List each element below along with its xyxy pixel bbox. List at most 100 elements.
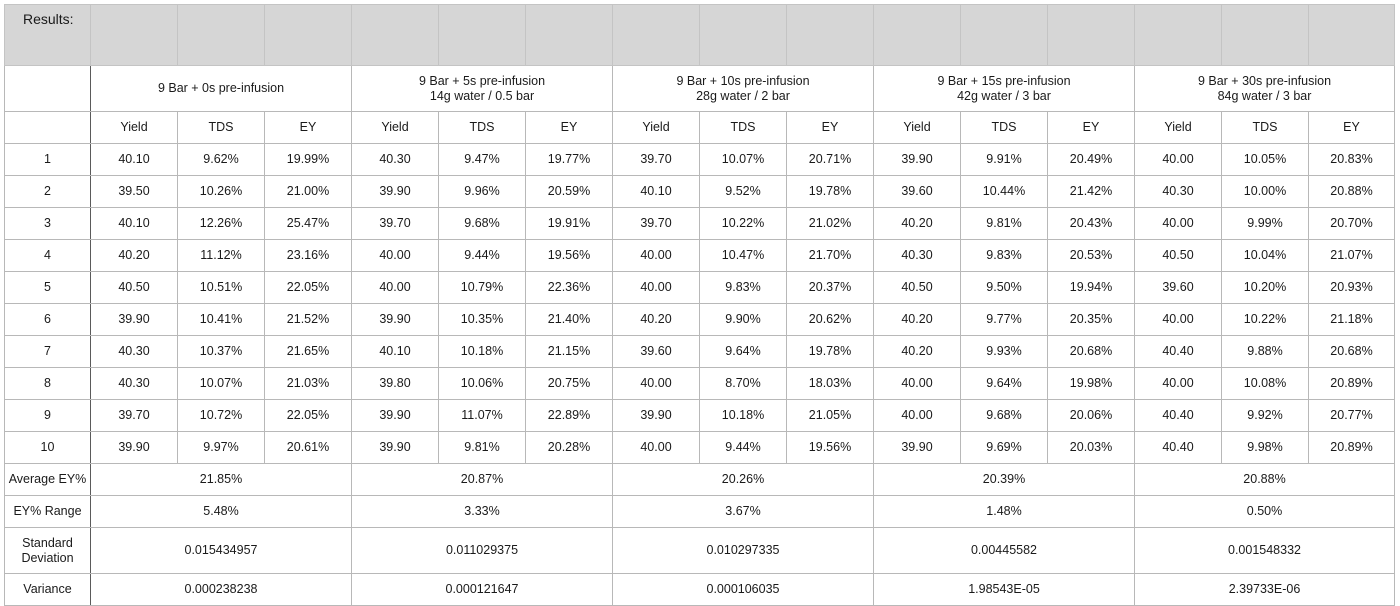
group-header: 9 Bar + 30s pre-infusion 84g water / 3 ba… xyxy=(1134,65,1395,112)
column-header-row: Yield TDS EY Yield TDS EY Yield TDS EY Yield TDS EY… xyxy=(4,111,1395,144)
data-cell: 9.93% xyxy=(960,335,1048,368)
table-row: 10 39.90 9.97% 20.61% 39.90 9.81% 20.28% 40.00 9… xyxy=(4,431,1395,464)
data-cell: 10.26% xyxy=(177,175,265,208)
data-cell: 39.90 xyxy=(873,431,961,464)
column-header: Yield xyxy=(351,111,439,144)
column-header: Yield xyxy=(873,111,961,144)
corner-blank-cell xyxy=(4,65,91,112)
data-cell: 10.18% xyxy=(699,399,787,432)
data-cell: 20.53% xyxy=(1047,239,1135,272)
summary-value: 21.85% xyxy=(90,463,352,496)
data-cell: 21.02% xyxy=(786,207,874,240)
data-cell: 40.10 xyxy=(351,335,439,368)
data-cell: 20.89% xyxy=(1308,431,1395,464)
data-cell: 10.18% xyxy=(438,335,526,368)
summary-row: Variance 0.000238238 0.000121647 0.00010603… xyxy=(4,573,1395,606)
data-cell: 10.72% xyxy=(177,399,265,432)
table-row: 6 39.90 10.41% 21.52% 39.90 10.35% 21.40% 40.20… xyxy=(4,303,1395,336)
data-cell: 18.03% xyxy=(786,367,874,400)
table-row: 1 40.10 9.62% 19.99% 40.30 9.47% 19.77% 39.70 10… xyxy=(4,143,1395,176)
group-header: 9 Bar + 15s pre-infusion 42g water / 3 ba… xyxy=(873,65,1135,112)
row-number: 8 xyxy=(4,367,91,400)
data-cell: 20.37% xyxy=(786,271,874,304)
table-row: 4 40.20 11.12% 23.16% 40.00 9.44% 19.56% 40.00 1… xyxy=(4,239,1395,272)
group-header-subtitle: 84g water / 3 bar xyxy=(1217,88,1312,103)
data-cell: 39.70 xyxy=(612,143,700,176)
title-row-blank-cell xyxy=(264,4,352,66)
data-cell: 40.00 xyxy=(1134,303,1222,336)
summary-label-line: Variance xyxy=(23,582,72,596)
data-cell: 10.08% xyxy=(1221,367,1309,400)
data-cell: 20.03% xyxy=(1047,431,1135,464)
data-cell: 9.52% xyxy=(699,175,787,208)
data-cell: 11.07% xyxy=(438,399,526,432)
summary-value: 0.001548332 xyxy=(1134,527,1395,574)
data-cell: 40.30 xyxy=(1134,175,1222,208)
table-row: 5 40.50 10.51% 22.05% 40.00 10.79% 22.36% 40.00… xyxy=(4,271,1395,304)
data-cell: 40.30 xyxy=(351,143,439,176)
data-cell: 10.07% xyxy=(699,143,787,176)
data-cell: 9.91% xyxy=(960,143,1048,176)
data-cell: 20.49% xyxy=(1047,143,1135,176)
column-header: TDS xyxy=(438,111,526,144)
table-row: 7 40.30 10.37% 21.65% 40.10 10.18% 21.15% 39.60… xyxy=(4,335,1395,368)
data-cell: 19.78% xyxy=(786,335,874,368)
data-cell: 9.90% xyxy=(699,303,787,336)
data-cell: 10.00% xyxy=(1221,175,1309,208)
group-header-title: 9 Bar + 10s pre-infusion xyxy=(676,73,810,88)
results-table: Results: 9 Bar + 0s pre-infusion 9 Bar + 5… xyxy=(4,4,1395,606)
data-cell: 20.35% xyxy=(1047,303,1135,336)
data-cell: 9.98% xyxy=(1221,431,1309,464)
data-cell: 20.59% xyxy=(525,175,613,208)
column-header: EY xyxy=(1308,111,1395,144)
group-header: 9 Bar + 10s pre-infusion 28g water / 2 ba… xyxy=(612,65,874,112)
data-cell: 20.93% xyxy=(1308,271,1395,304)
data-cell: 21.18% xyxy=(1308,303,1395,336)
summary-row: Standard Deviation 0.015434957 0.011029375 0… xyxy=(4,527,1395,574)
table-row: 2 39.50 10.26% 21.00% 39.90 9.96% 20.59% 40.10 9… xyxy=(4,175,1395,208)
data-cell: 39.70 xyxy=(351,207,439,240)
title-row-blank-cell xyxy=(1308,4,1395,66)
title-row-blank-cell xyxy=(612,4,700,66)
summary-value: 3.33% xyxy=(351,495,613,528)
data-cell: 40.20 xyxy=(612,303,700,336)
data-cell: 20.70% xyxy=(1308,207,1395,240)
title-row-blank-cell xyxy=(873,4,961,66)
column-header: EY xyxy=(1047,111,1135,144)
data-cell: 20.62% xyxy=(786,303,874,336)
data-cell: 40.20 xyxy=(873,303,961,336)
data-cell: 10.79% xyxy=(438,271,526,304)
data-cell: 9.69% xyxy=(960,431,1048,464)
data-cell: 10.22% xyxy=(1221,303,1309,336)
group-header-subtitle: 42g water / 3 bar xyxy=(957,88,1051,103)
data-cell: 40.10 xyxy=(90,207,178,240)
data-cell: 40.00 xyxy=(1134,207,1222,240)
data-cell: 9.99% xyxy=(1221,207,1309,240)
title-row-blank-cell xyxy=(351,4,439,66)
data-cell: 39.90 xyxy=(351,399,439,432)
title-row-blank-cell xyxy=(1221,4,1309,66)
summary-value: 0.000106035 xyxy=(612,573,874,606)
data-cell: 39.70 xyxy=(612,207,700,240)
data-cell: 11.12% xyxy=(177,239,265,272)
data-cell: 9.81% xyxy=(960,207,1048,240)
data-cell: 40.00 xyxy=(873,367,961,400)
data-cell: 10.06% xyxy=(438,367,526,400)
group-header-title: 9 Bar + 15s pre-infusion xyxy=(937,73,1071,88)
data-cell: 22.36% xyxy=(525,271,613,304)
row-number: 3 xyxy=(4,207,91,240)
summary-value: 1.98543E-05 xyxy=(873,573,1135,606)
row-number: 4 xyxy=(4,239,91,272)
summary-label: EY% Range xyxy=(4,495,91,528)
column-header: TDS xyxy=(177,111,265,144)
data-cell: 10.44% xyxy=(960,175,1048,208)
data-cell: 9.96% xyxy=(438,175,526,208)
data-cell: 22.05% xyxy=(264,271,352,304)
summary-value: 0.000121647 xyxy=(351,573,613,606)
data-cell: 40.10 xyxy=(90,143,178,176)
column-header: EY xyxy=(264,111,352,144)
data-cell: 20.68% xyxy=(1308,335,1395,368)
data-cell: 19.91% xyxy=(525,207,613,240)
data-cell: 22.89% xyxy=(525,399,613,432)
summary-value: 0.011029375 xyxy=(351,527,613,574)
